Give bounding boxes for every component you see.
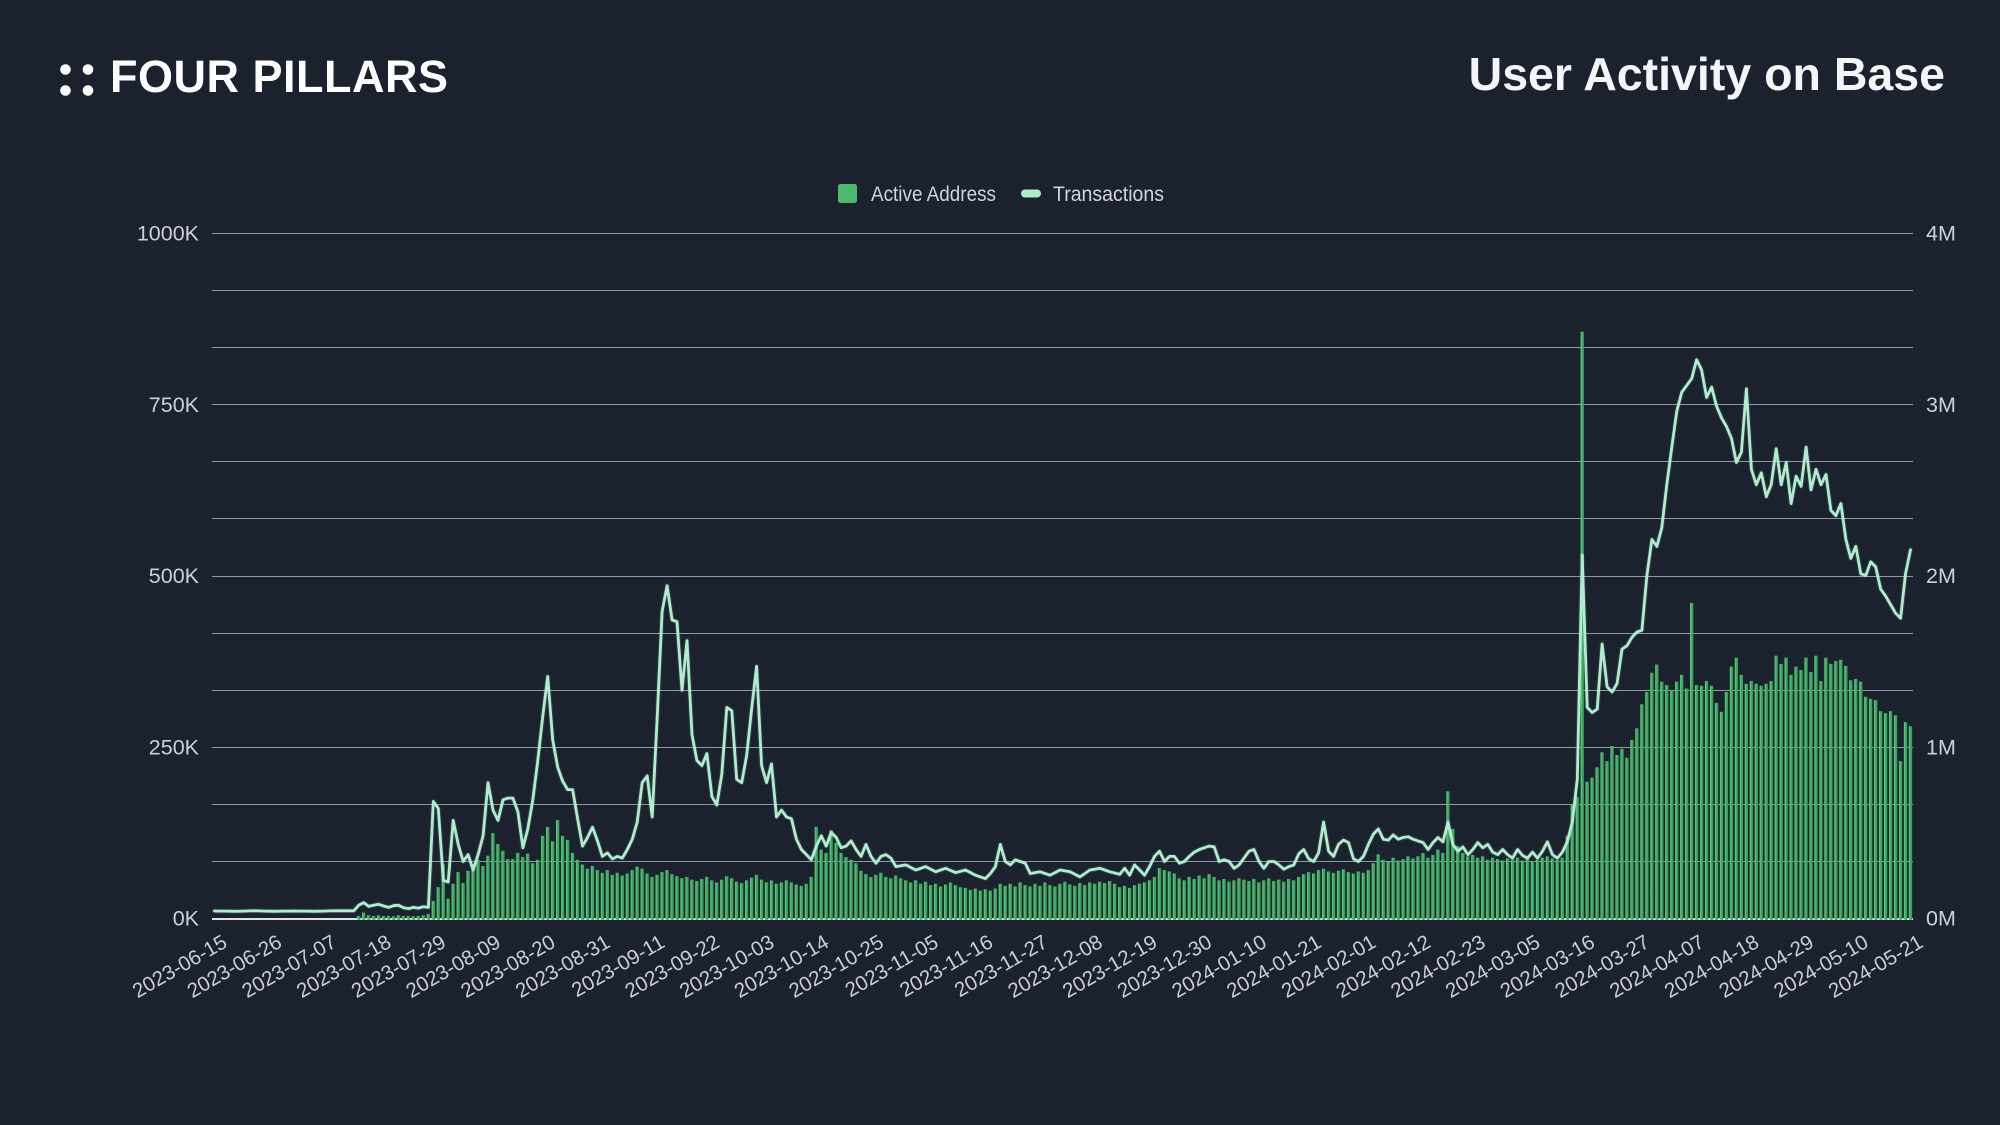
- svg-text:750K: 750K: [149, 393, 200, 417]
- svg-text:0K: 0K: [173, 907, 200, 931]
- svg-text:3M: 3M: [1926, 393, 1956, 417]
- svg-text:FOUR PILLARS: FOUR PILLARS: [110, 51, 449, 102]
- svg-text:Active Address: Active Address: [871, 182, 996, 206]
- svg-text:1M: 1M: [1926, 735, 1956, 759]
- svg-text:0M: 0M: [1926, 907, 1956, 931]
- svg-text:4M: 4M: [1926, 222, 1956, 246]
- svg-text:1000K: 1000K: [137, 222, 200, 246]
- svg-text:500K: 500K: [149, 564, 200, 588]
- svg-text:User Activity on Base: User Activity on Base: [1469, 48, 1945, 100]
- svg-text:Transactions: Transactions: [1053, 182, 1164, 206]
- svg-text:2M: 2M: [1926, 564, 1956, 588]
- svg-text:250K: 250K: [149, 735, 200, 759]
